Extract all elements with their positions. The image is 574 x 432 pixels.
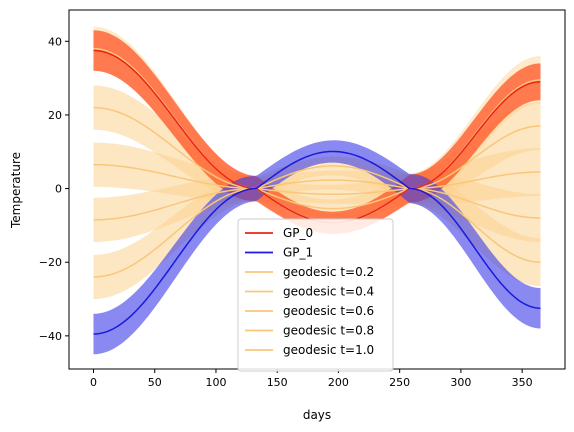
line-geodesic-t-0-6 — [93, 179, 541, 221]
band-gp-1 — [93, 140, 541, 355]
y-tick-label: −40 — [39, 330, 62, 343]
legend-label: geodesic t=0.8 — [283, 324, 374, 338]
line-gp-1 — [93, 150, 541, 335]
line-geodesic-t-0-8 — [93, 165, 541, 278]
x-tick-label: 200 — [328, 376, 349, 389]
line-geodesic-t-0-2 — [93, 106, 541, 210]
x-tick-label: 350 — [512, 376, 533, 389]
y-tick-label: −20 — [39, 256, 62, 269]
line-geodesic-t-0-4 — [93, 163, 541, 195]
x-axis-label: days — [303, 408, 331, 422]
y-tick-label: 0 — [55, 183, 62, 196]
legend-label: GP_1 — [283, 246, 313, 260]
y-axis-ticks: −40 −20 0 20 40 — [39, 35, 69, 343]
x-tick-label: 250 — [389, 376, 410, 389]
legend-label: geodesic t=0.2 — [283, 265, 374, 279]
legend-label: geodesic t=0.6 — [283, 304, 374, 318]
legend-box — [237, 218, 394, 372]
legend-label: geodesic t=1.0 — [283, 343, 374, 357]
legend: GP_0 GP_1 geodesic t=0.2 geodesic t=0.4 geod… — [237, 218, 394, 372]
x-tick-label: 0 — [90, 376, 97, 389]
x-axis-ticks: 0 50 100 150 200 250 300 350 — [90, 369, 533, 389]
x-tick-label: 100 — [205, 376, 226, 389]
y-axis-label: Temperature — [9, 152, 23, 229]
legend-label: geodesic t=0.4 — [283, 285, 374, 299]
x-tick-label: 150 — [267, 376, 288, 389]
legend-label: GP_0 — [283, 226, 313, 240]
y-tick-label: 20 — [48, 109, 62, 122]
x-tick-label: 50 — [148, 376, 162, 389]
y-tick-label: 40 — [48, 35, 62, 48]
x-tick-label: 300 — [450, 376, 471, 389]
